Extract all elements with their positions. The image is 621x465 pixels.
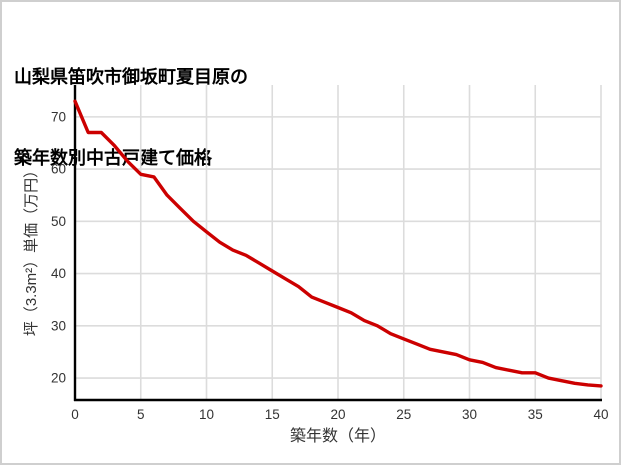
y-tick-labels: 20 30 40 50 60 70 [51, 109, 66, 385]
y-tick-label: 40 [51, 266, 66, 281]
x-axis-title: 築年数（年） [290, 427, 386, 445]
chart-title: 山梨県笛吹市御坂町夏目原の 築年数別中古戸建て価格 [14, 10, 248, 226]
x-tick-label: 30 [462, 407, 477, 422]
y-tick-label: 70 [51, 109, 66, 124]
x-tick-label: 10 [199, 407, 214, 422]
x-tick-label: 25 [396, 407, 411, 422]
y-tick-label: 50 [51, 214, 66, 229]
gridlines [75, 85, 602, 400]
axes [73, 85, 602, 402]
x-tick-label: 15 [265, 407, 280, 422]
x-tick-label: 40 [593, 407, 608, 422]
x-tick-label: 20 [330, 407, 345, 422]
chart-title-line1: 山梨県笛吹市御坂町夏目原の [14, 67, 248, 87]
y-tick-label: 30 [51, 318, 66, 333]
x-tick-label: 35 [528, 407, 543, 422]
chart-title-line2: 築年数別中古戸建て価格 [14, 148, 212, 168]
x-tick-label: 5 [137, 407, 145, 422]
price-line-series [73, 99, 603, 388]
y-axis-title: 坪（3.3m²）単価（万円） [23, 163, 40, 336]
y-tick-label: 60 [51, 162, 66, 177]
x-tick-label: 0 [71, 407, 79, 422]
x-tick-labels: 0 5 10 15 20 25 30 35 40 [71, 407, 608, 422]
y-tick-label: 20 [51, 371, 66, 386]
